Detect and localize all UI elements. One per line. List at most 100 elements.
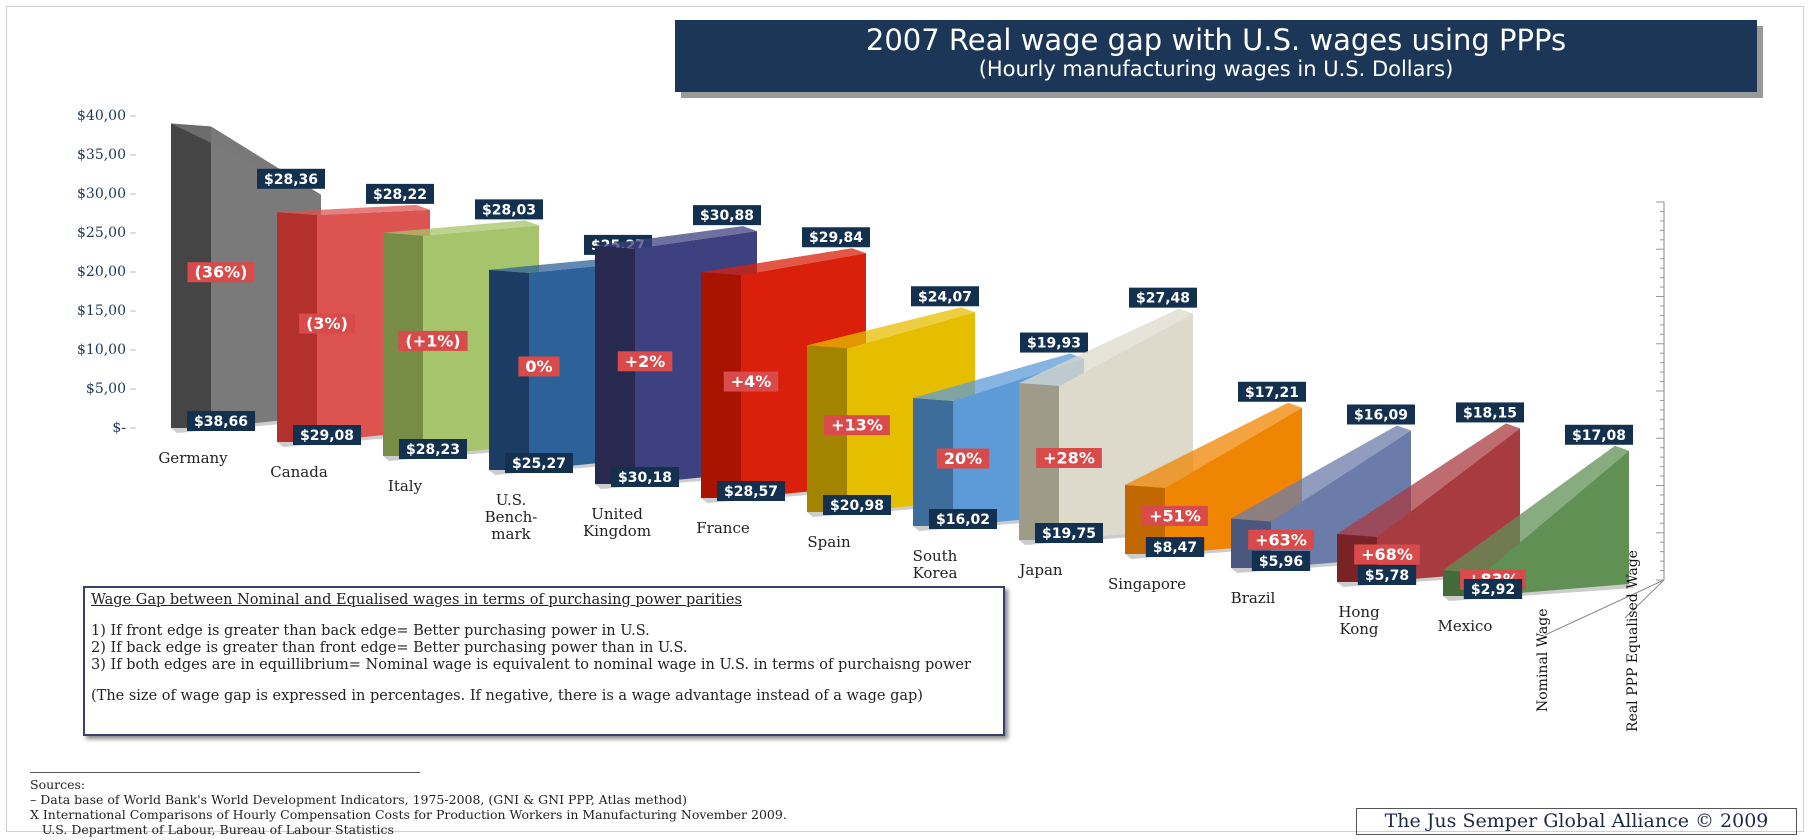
ppp-value-label-group: $27,48 bbox=[1128, 287, 1198, 308]
ppp-value-label-box bbox=[1455, 402, 1525, 423]
y-tick-label: $30,00 bbox=[77, 186, 126, 202]
ppp-value-label-box bbox=[256, 168, 326, 189]
ppp-value-label-box bbox=[801, 227, 871, 248]
gap-label: +68% bbox=[1361, 545, 1413, 564]
y-tick-label: $20,00 bbox=[77, 264, 126, 280]
gap-label-box bbox=[1036, 447, 1102, 468]
sources-rule bbox=[30, 772, 420, 773]
gap-label-box bbox=[617, 351, 673, 372]
gap-label: (36%) bbox=[195, 263, 248, 282]
ppp-value-label: $28,36 bbox=[264, 172, 318, 188]
nominal-value-label: $20,98 bbox=[830, 498, 884, 514]
gap-label-box bbox=[187, 262, 255, 283]
nominal-value-label-box bbox=[1251, 551, 1311, 571]
gap-label-group: +68% bbox=[1354, 544, 1420, 565]
ppp-value-label-group: $17,21 bbox=[1237, 381, 1307, 402]
gap-label-group: +28% bbox=[1036, 447, 1102, 468]
nominal-value-label-box bbox=[610, 467, 680, 487]
x-tick-label: France bbox=[696, 519, 750, 537]
gap-label: +2% bbox=[625, 352, 666, 371]
gap-label: +28% bbox=[1043, 448, 1095, 467]
nominal-value-label-box bbox=[186, 411, 256, 431]
notes-line: 1) If front edge is greater than back ed… bbox=[91, 623, 650, 639]
gap-label-group: +13% bbox=[824, 415, 890, 436]
ppp-value-label-box bbox=[1128, 287, 1198, 308]
gap-label-group: (3%) bbox=[299, 313, 355, 334]
ppp-value-label-box bbox=[1019, 332, 1089, 353]
gap-label-group: (36%) bbox=[187, 262, 255, 283]
ppp-value-label-box bbox=[1564, 424, 1634, 445]
nominal-value-label-box bbox=[1463, 579, 1523, 599]
nominal-value-label-group: $5,96 bbox=[1251, 551, 1311, 571]
x-tick-label: Singapore bbox=[1108, 575, 1186, 593]
depth-label: Real PPP Equalised Wage bbox=[1625, 550, 1641, 732]
notes-line: 2) If back edge is greater than front ed… bbox=[91, 640, 688, 656]
gap-label-group: +4% bbox=[723, 371, 779, 392]
nominal-value-label-box bbox=[928, 509, 998, 529]
ppp-value-label: $16,09 bbox=[1354, 407, 1408, 423]
ppp-value-label: $17,21 bbox=[1245, 385, 1299, 401]
nominal-value-label-group: $20,98 bbox=[822, 495, 892, 515]
source-line: Sources: bbox=[30, 777, 86, 792]
x-tick-label: South Korea bbox=[912, 547, 958, 582]
nominal-value-label-box bbox=[504, 453, 574, 473]
bar-top bbox=[1443, 445, 1629, 574]
nominal-value-label-box bbox=[822, 495, 892, 515]
chart-title: 2007 Real wage gap with U.S. wages using… bbox=[866, 23, 1566, 57]
depth-axis-line bbox=[1624, 579, 1665, 619]
nominal-value-label: $28,23 bbox=[406, 442, 460, 458]
y-tick-label: $15,00 bbox=[77, 303, 126, 319]
ppp-value-label-group: $19,93 bbox=[1019, 332, 1089, 353]
x-tick-label: Spain bbox=[807, 533, 851, 551]
nominal-value-label: $29,08 bbox=[300, 428, 354, 444]
nominal-value-label-group: $5,78 bbox=[1357, 565, 1417, 585]
y-tick-label: $- bbox=[112, 420, 126, 436]
nominal-value-label-group: $30,18 bbox=[610, 467, 680, 487]
bar-front bbox=[595, 245, 635, 484]
nominal-value-label-group: $25,27 bbox=[504, 453, 574, 473]
frame bbox=[6, 6, 1804, 832]
bar-top bbox=[1231, 425, 1411, 522]
bar-side bbox=[1483, 450, 1629, 596]
nominal-value-label-box bbox=[1034, 523, 1104, 543]
bar-top bbox=[595, 226, 757, 249]
bar-top bbox=[913, 353, 1084, 402]
x-tick-label: Hong Kong bbox=[1338, 603, 1380, 638]
ppp-value-label-box bbox=[910, 286, 980, 307]
ppp-value-label: $24,07 bbox=[918, 289, 972, 305]
ppp-value-label: $18,15 bbox=[1463, 405, 1517, 421]
bar-top bbox=[1019, 308, 1193, 386]
nominal-value-label: $19,75 bbox=[1042, 526, 1096, 542]
credit: The Jus Semper Global Alliance © 2009 bbox=[1356, 808, 1797, 835]
gap-label-group: 20% bbox=[936, 448, 990, 469]
nominal-value-label-box bbox=[292, 425, 362, 445]
ppp-value-label-group: $28,22 bbox=[365, 183, 435, 204]
y-tick-label: $35,00 bbox=[77, 147, 126, 163]
bar-top bbox=[807, 307, 975, 349]
x-tick-label: U.S. Bench- mark bbox=[484, 491, 538, 543]
gap-label: (+1%) bbox=[405, 331, 460, 350]
x-tick-label: Mexico bbox=[1437, 617, 1493, 635]
ppp-value-label-group: $29,84 bbox=[801, 227, 871, 248]
ppp-value-label-group: $28,36 bbox=[256, 168, 326, 189]
nominal-value-label: $28,57 bbox=[724, 484, 778, 500]
gap-label-box bbox=[936, 448, 990, 469]
gap-label-box bbox=[518, 356, 560, 377]
bar-top bbox=[383, 220, 539, 236]
source-line: U.S. Department of Labour, Bureau of Lab… bbox=[30, 822, 394, 837]
source-line: X International Comparisons of Hourly Co… bbox=[30, 807, 787, 822]
gap-label: +63% bbox=[1255, 530, 1307, 549]
notes-line: 3) If both edges are in equillibrium= No… bbox=[91, 657, 971, 673]
nominal-value-label: $8,47 bbox=[1153, 540, 1197, 556]
bar-top bbox=[701, 248, 866, 276]
ppp-value-label-group: $24,07 bbox=[910, 286, 980, 307]
nominal-value-label-group: $19,75 bbox=[1034, 523, 1104, 543]
nominal-value-label-group: $29,08 bbox=[292, 425, 362, 445]
ppp-value-label: $28,03 bbox=[482, 202, 536, 218]
gap-label: +13% bbox=[831, 416, 883, 435]
gap-label-group: +63% bbox=[1248, 529, 1314, 550]
bar-top bbox=[1125, 402, 1302, 488]
gap-label-box bbox=[824, 415, 890, 436]
ppp-value-label: $28,22 bbox=[373, 187, 427, 203]
